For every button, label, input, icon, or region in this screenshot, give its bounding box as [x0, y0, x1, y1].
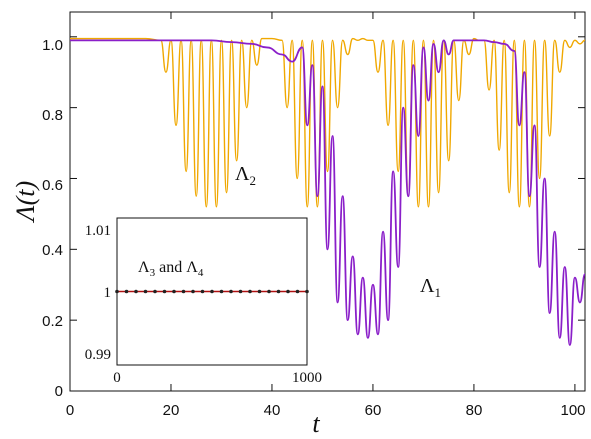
x-axis-title: t: [312, 409, 320, 438]
inset-data-point: [115, 289, 119, 294]
inset-series-markers: [115, 289, 309, 294]
inset-data-point: [257, 289, 262, 294]
main-plot-frame: [69, 11, 586, 392]
inset-data-point: [143, 289, 148, 294]
annotation-lambda2-subscript: 2: [250, 173, 257, 188]
inset-annotation-symbol-a: Λ: [138, 259, 150, 276]
x-tick-label: 20: [163, 402, 180, 419]
inset-data-point: [191, 289, 195, 294]
annotation-lambda2-symbol: Λ: [235, 163, 250, 185]
inset-data-point: [124, 289, 129, 294]
inset-data-point: [134, 289, 138, 294]
annotation-lambda1-subscript: 1: [435, 285, 442, 300]
y-tick-label: 0.2: [42, 313, 63, 330]
inset-x-tick-label: 1000: [292, 370, 322, 386]
inset-data-point: [305, 289, 309, 294]
inset-annotation-sub-b: 4: [198, 267, 204, 279]
x-tick-label: 40: [264, 402, 281, 419]
main-axis-ticks: [69, 12, 585, 392]
inset-data-point: [200, 289, 205, 294]
inset-annotation-symbol-b: Λ: [186, 259, 198, 276]
series-line-lambda1: [70, 39, 586, 346]
inset-data-point: [295, 289, 300, 294]
inset-y-tick-label: 0.99: [85, 347, 111, 363]
inset-data-point: [181, 289, 186, 294]
inset-data-point: [153, 289, 157, 294]
inset-annotation: Λ3 and Λ4: [138, 259, 204, 279]
inset-y-tick-label: 1: [104, 285, 112, 301]
inset-x-tick-label: 0: [113, 370, 121, 386]
series-line-lambda2: [69, 37, 586, 208]
inset-annotation-sub-a: 3: [150, 267, 156, 279]
inset-y-tick-label: 1.01: [85, 223, 111, 239]
y-tick-label: 0: [55, 383, 63, 400]
annotation-lambda1-symbol: Λ: [420, 275, 435, 297]
x-tick-label: 100: [560, 402, 585, 419]
inset-data-point: [238, 289, 243, 294]
y-tick-label: 0.4: [42, 242, 63, 259]
annotation-lambda1: Λ1: [420, 275, 441, 300]
annotation-lambda2: Λ2: [235, 163, 256, 188]
inset-data-point: [286, 289, 290, 294]
inset-data-point: [219, 289, 224, 294]
inset-data-point: [267, 289, 271, 294]
inset-data-point: [172, 289, 176, 294]
inset-data-point: [229, 289, 233, 294]
x-tick-label: 0: [66, 402, 74, 419]
y-tick-label: 1.0: [42, 37, 63, 54]
inset-data-point: [210, 289, 214, 294]
inset-annotation-mid: and: [155, 259, 186, 276]
inset-data-point: [248, 289, 252, 294]
x-tick-label: 60: [365, 402, 382, 419]
y-tick-label: 0.6: [42, 177, 63, 194]
y-axis-title: Λ(t): [11, 181, 40, 224]
x-tick-label: 80: [466, 402, 483, 419]
y-tick-label: 0.8: [42, 107, 63, 124]
inset-data-point: [276, 289, 281, 294]
inset-data-point: [162, 289, 167, 294]
